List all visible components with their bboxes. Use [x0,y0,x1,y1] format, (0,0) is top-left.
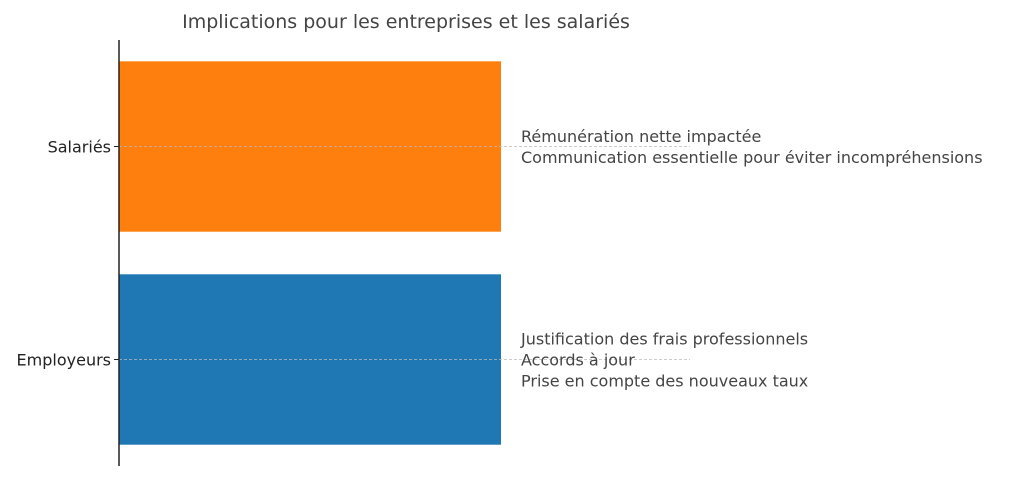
chart-title: Implications pour les entreprises et les… [182,11,630,33]
y-tick-label: Salariés [48,138,111,157]
annotation-line: Prise en compte des nouveaux taux [521,372,808,391]
annotation-line: Justification des frais professionnels [520,330,808,349]
annotation-line: Rémunération nette impactée [521,127,761,146]
y-tick-label: Employeurs [17,351,111,370]
annotation-line: Communication essentielle pour éviter in… [521,148,983,167]
annotation-line: Accords à jour [521,351,635,370]
